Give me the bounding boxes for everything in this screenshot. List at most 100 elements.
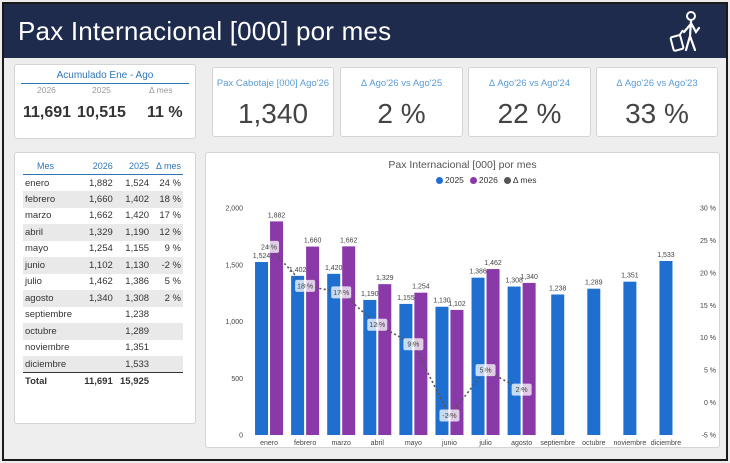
table-cell: 1,155	[125, 243, 150, 255]
table-cell: 18 %	[151, 191, 183, 208]
table-cell: enero	[25, 177, 50, 189]
data-label-delta: 9 %	[407, 342, 419, 349]
chart-card: Pax Internacional [000] por mes 2025 202…	[205, 152, 720, 448]
kpi-card-vs-ago25: Δ Ago'26 vs Ago'25 2 %	[340, 67, 463, 137]
table-total-cell: Total	[23, 372, 80, 391]
legend-item-2025[interactable]: 2025	[436, 175, 464, 185]
bar-2025	[363, 299, 377, 435]
table-cell: 1,660	[79, 191, 115, 208]
bar-2025	[327, 273, 341, 435]
table-cell: abril	[23, 224, 80, 241]
table-row[interactable]: febrero 1,660 1,402 18 %	[23, 191, 183, 208]
data-label-2025: 1,308	[505, 278, 523, 285]
legend-dot-icon	[503, 176, 511, 184]
data-label-2025: 1,420	[325, 265, 343, 272]
delta-label-bg	[367, 318, 388, 331]
data-label-delta: 2 %	[516, 387, 528, 394]
accumulated-value-2025: 10,515	[77, 104, 126, 121]
table-row[interactable]: mayo 1,254 1,155 9 %	[23, 241, 183, 258]
chart-legend: 2025 2026 Δ mes	[436, 175, 536, 185]
delta-label-bg	[403, 338, 424, 351]
data-label-2026: 1,254	[412, 284, 430, 291]
delta-label-bg	[475, 364, 496, 377]
table-row[interactable]: marzo 1,662 1,420 17 %	[23, 208, 183, 225]
x-tick-label: octubre	[582, 440, 605, 447]
kpi-value: 22 %	[497, 98, 562, 129]
table-row[interactable]: agosto 1,340 1,308 2 %	[23, 290, 183, 307]
table-cell: 1,238	[125, 309, 150, 321]
bar-2025	[255, 262, 269, 435]
kpi-label: Pax Cabotaje [000] Ago'26	[216, 78, 330, 89]
monthly-table-card: Mes 2026 2025 Δ mes enero 1,882 1,524 24 % f…	[14, 152, 196, 424]
y-tick-label-left: 1,500	[225, 262, 243, 269]
y-tick-label-left: 1,000	[225, 319, 243, 326]
kpi-value: 1,340	[237, 98, 309, 129]
legend-dot-icon	[469, 176, 477, 184]
table-cell: 1,533	[114, 356, 152, 373]
legend-item-delta[interactable]: Δ mes	[503, 175, 537, 185]
column-header[interactable]: 2026	[79, 159, 115, 175]
table-cell: 1,289	[114, 323, 152, 340]
table-cell: 2 %	[151, 290, 183, 307]
y-tick-label-left: 0	[239, 433, 243, 440]
table-row[interactable]: octubre 1,289	[23, 323, 183, 340]
delta-label-bg	[331, 286, 352, 299]
table-row[interactable]: septiembre 1,238	[23, 307, 183, 324]
data-label-2026: 1,660	[304, 238, 322, 245]
divider	[21, 83, 189, 84]
column-header[interactable]: 2025	[114, 159, 152, 175]
table-cell: septiembre	[25, 309, 72, 321]
x-tick-label: agosto	[511, 440, 532, 447]
table-cell: 1,524	[125, 177, 150, 189]
data-label-2026: 1,662	[340, 237, 358, 244]
delta-label-bg	[295, 279, 316, 292]
table-row[interactable]: enero 1,882 1,524 24 %	[23, 175, 183, 192]
bar-2025	[587, 288, 601, 435]
legend-label: Δ mes	[512, 175, 537, 185]
y-tick-label-right: 10 %	[700, 335, 716, 342]
table-cell	[151, 307, 183, 324]
data-label-2025: 1,386	[469, 269, 487, 276]
delta-label-bg	[511, 383, 532, 396]
kpi-card-vs-ago24: Δ Ago'26 vs Ago'24 22 %	[468, 67, 591, 137]
legend-item-2026[interactable]: 2026	[469, 175, 498, 185]
table-cell: 17 %	[159, 210, 181, 222]
table-cell: 9 %	[164, 243, 181, 255]
table-row[interactable]: abril 1,329 1,190 12 %	[23, 224, 183, 241]
bar-2026	[378, 284, 392, 435]
data-label-2025: 1,238	[549, 285, 567, 292]
accumulated-card: Acumulado Ene - Ago 2026 2025 Δ mes 11,6…	[14, 64, 196, 139]
table-cell: julio	[25, 276, 42, 288]
x-tick-label: enero	[260, 440, 278, 447]
table-cell: 1,340	[79, 290, 115, 307]
table-row[interactable]: diciembre 1,533	[23, 356, 183, 373]
table-cell	[79, 340, 115, 357]
column-header[interactable]: Mes	[23, 159, 80, 175]
page-title: Pax Internacional [000] por mes	[18, 16, 392, 46]
data-label-delta: 12 %	[369, 322, 385, 329]
table-cell: 1,190	[114, 224, 152, 241]
table-row[interactable]: noviembre 1,351	[23, 340, 183, 357]
table-cell: 1,882	[88, 177, 113, 189]
data-label-2026: 1,102	[448, 301, 466, 308]
table-row[interactable]: junio 1,102 1,130 -2 %	[23, 257, 183, 274]
table-cell: 1,102	[79, 257, 115, 274]
delta-label-bg	[439, 409, 460, 422]
kpi-value: 33 %	[625, 98, 689, 129]
kpi-label: Δ Ago'26 vs Ago'24	[488, 78, 571, 89]
table-cell	[79, 307, 115, 324]
y-tick-label-right: 25 %	[700, 238, 716, 245]
column-header[interactable]: Δ mes	[151, 159, 183, 175]
table-cell: 5 %	[164, 276, 181, 288]
accumulated-title: Acumulado Ene - Ago	[56, 70, 154, 81]
bar-2026	[522, 282, 536, 435]
table-cell: junio	[23, 257, 80, 274]
header-bar: Pax Internacional [000] por mes	[4, 4, 726, 58]
table-total-cell: 11,691	[79, 372, 115, 391]
data-label-2026: 1,340	[520, 274, 538, 281]
table-row[interactable]: julio 1,462 1,386 5 %	[23, 274, 183, 291]
table-total-cell: 15,925	[114, 372, 152, 391]
bar-2025	[291, 275, 305, 435]
table-cell: noviembre	[25, 342, 70, 354]
x-tick-label: julio	[478, 440, 492, 447]
